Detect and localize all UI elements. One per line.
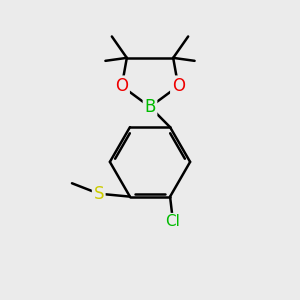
Text: O: O <box>115 77 128 95</box>
Text: Cl: Cl <box>166 214 181 230</box>
Text: O: O <box>172 77 185 95</box>
Text: S: S <box>94 185 104 203</box>
Text: B: B <box>144 98 156 116</box>
